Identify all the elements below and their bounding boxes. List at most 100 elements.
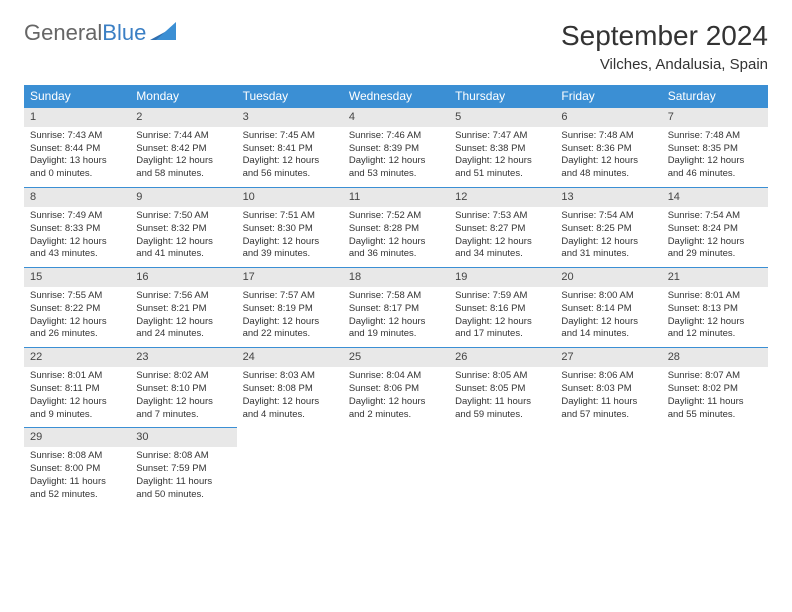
calendar-day-cell: 4Sunrise: 7:46 AMSunset: 8:39 PMDaylight…	[343, 107, 449, 187]
day-number: 22	[24, 347, 130, 367]
weekday-header: Monday	[130, 85, 236, 107]
sunrise-line: Sunrise: 8:08 AM	[136, 450, 230, 463]
sunset-line: Sunset: 8:36 PM	[561, 143, 655, 156]
sunset-line: Sunset: 8:13 PM	[668, 303, 762, 316]
sunset-line: Sunset: 8:10 PM	[136, 383, 230, 396]
calendar-day-cell: 26Sunrise: 8:05 AMSunset: 8:05 PMDayligh…	[449, 347, 555, 427]
day-details: Sunrise: 8:00 AMSunset: 8:14 PMDaylight:…	[555, 287, 661, 347]
sunrise-line: Sunrise: 8:01 AM	[668, 290, 762, 303]
day-details: Sunrise: 8:06 AMSunset: 8:03 PMDaylight:…	[555, 367, 661, 427]
calendar-day-cell: 11Sunrise: 7:52 AMSunset: 8:28 PMDayligh…	[343, 187, 449, 267]
day-number: 19	[449, 267, 555, 287]
daylight-line: Daylight: 12 hours and 36 minutes.	[349, 236, 443, 262]
day-details: Sunrise: 8:01 AMSunset: 8:13 PMDaylight:…	[662, 287, 768, 347]
calendar-day-cell: 9Sunrise: 7:50 AMSunset: 8:32 PMDaylight…	[130, 187, 236, 267]
title-block: September 2024 Vilches, Andalusia, Spain	[561, 20, 768, 73]
daylight-line: Daylight: 12 hours and 17 minutes.	[455, 316, 549, 342]
sunrise-line: Sunrise: 7:53 AM	[455, 210, 549, 223]
calendar-day-cell	[343, 427, 449, 507]
day-details: Sunrise: 7:53 AMSunset: 8:27 PMDaylight:…	[449, 207, 555, 267]
calendar-day-cell	[662, 427, 768, 507]
sunset-line: Sunset: 8:35 PM	[668, 143, 762, 156]
sunset-line: Sunset: 8:00 PM	[30, 463, 124, 476]
day-number: 14	[662, 187, 768, 207]
sunset-line: Sunset: 8:06 PM	[349, 383, 443, 396]
calendar-week-row: 22Sunrise: 8:01 AMSunset: 8:11 PMDayligh…	[24, 347, 768, 427]
daylight-line: Daylight: 12 hours and 51 minutes.	[455, 155, 549, 181]
day-number: 21	[662, 267, 768, 287]
sunset-line: Sunset: 8:38 PM	[455, 143, 549, 156]
sunrise-line: Sunrise: 7:58 AM	[349, 290, 443, 303]
daylight-line: Daylight: 12 hours and 22 minutes.	[243, 316, 337, 342]
day-number: 5	[449, 107, 555, 127]
sunset-line: Sunset: 8:05 PM	[455, 383, 549, 396]
daylight-line: Daylight: 12 hours and 58 minutes.	[136, 155, 230, 181]
sunset-line: Sunset: 8:44 PM	[30, 143, 124, 156]
day-number: 6	[555, 107, 661, 127]
sunrise-line: Sunrise: 7:44 AM	[136, 130, 230, 143]
daylight-line: Daylight: 11 hours and 55 minutes.	[668, 396, 762, 422]
day-details: Sunrise: 7:54 AMSunset: 8:24 PMDaylight:…	[662, 207, 768, 267]
month-title: September 2024	[561, 20, 768, 52]
day-number: 7	[662, 107, 768, 127]
sunrise-line: Sunrise: 7:50 AM	[136, 210, 230, 223]
day-number: 26	[449, 347, 555, 367]
calendar-day-cell	[555, 427, 661, 507]
day-details: Sunrise: 7:54 AMSunset: 8:25 PMDaylight:…	[555, 207, 661, 267]
day-details: Sunrise: 8:08 AMSunset: 8:00 PMDaylight:…	[24, 447, 130, 507]
sunset-line: Sunset: 8:27 PM	[455, 223, 549, 236]
day-number: 11	[343, 187, 449, 207]
daylight-line: Daylight: 12 hours and 39 minutes.	[243, 236, 337, 262]
sunrise-line: Sunrise: 7:59 AM	[455, 290, 549, 303]
day-details: Sunrise: 7:45 AMSunset: 8:41 PMDaylight:…	[237, 127, 343, 187]
sunset-line: Sunset: 8:17 PM	[349, 303, 443, 316]
day-number: 16	[130, 267, 236, 287]
sunrise-line: Sunrise: 7:56 AM	[136, 290, 230, 303]
calendar-day-cell: 5 Sunrise: 7:47 AMSunset: 8:38 PMDaylight…	[449, 107, 555, 187]
calendar-day-cell: 8Sunrise: 7:49 AMSunset: 8:33 PMDaylight…	[24, 187, 130, 267]
calendar-day-cell: 1Sunrise: 7:43 AMSunset: 8:44 PMDaylight…	[24, 107, 130, 187]
sunset-line: Sunset: 8:08 PM	[243, 383, 337, 396]
sunset-line: Sunset: 8:19 PM	[243, 303, 337, 316]
calendar-day-cell: 3Sunrise: 7:45 AMSunset: 8:41 PMDaylight…	[237, 107, 343, 187]
calendar-day-cell	[237, 427, 343, 507]
day-number: 30	[130, 427, 236, 447]
day-details: Sunrise: 7:51 AMSunset: 8:30 PMDaylight:…	[237, 207, 343, 267]
sunset-line: Sunset: 8:11 PM	[30, 383, 124, 396]
day-number: 8	[24, 187, 130, 207]
day-number: 3	[237, 107, 343, 127]
daylight-line: Daylight: 12 hours and 29 minutes.	[668, 236, 762, 262]
sunrise-line: Sunrise: 7:43 AM	[30, 130, 124, 143]
sunrise-line: Sunrise: 7:48 AM	[561, 130, 655, 143]
weekday-header: Tuesday	[237, 85, 343, 107]
day-details: Sunrise: 8:05 AMSunset: 8:05 PMDaylight:…	[449, 367, 555, 427]
sunrise-line: Sunrise: 7:57 AM	[243, 290, 337, 303]
sunrise-line: Sunrise: 7:52 AM	[349, 210, 443, 223]
day-details: Sunrise: 7:43 AMSunset: 8:44 PMDaylight:…	[24, 127, 130, 187]
day-details: Sunrise: 8:02 AMSunset: 8:10 PMDaylight:…	[130, 367, 236, 427]
sunrise-line: Sunrise: 7:47 AM	[455, 130, 549, 143]
sunset-line: Sunset: 8:24 PM	[668, 223, 762, 236]
day-details: Sunrise: 7:59 AMSunset: 8:16 PMDaylight:…	[449, 287, 555, 347]
day-number: 29	[24, 427, 130, 447]
calendar-day-cell: 20Sunrise: 8:00 AMSunset: 8:14 PMDayligh…	[555, 267, 661, 347]
weekday-header: Saturday	[662, 85, 768, 107]
daylight-line: Daylight: 12 hours and 7 minutes.	[136, 396, 230, 422]
daylight-line: Daylight: 12 hours and 34 minutes.	[455, 236, 549, 262]
day-number: 10	[237, 187, 343, 207]
daylight-line: Daylight: 12 hours and 9 minutes.	[30, 396, 124, 422]
weekday-header-row: SundayMondayTuesdayWednesdayThursdayFrid…	[24, 85, 768, 107]
header: GeneralBlue September 2024 Vilches, Anda…	[24, 20, 768, 73]
sunset-line: Sunset: 8:25 PM	[561, 223, 655, 236]
sunset-line: Sunset: 8:03 PM	[561, 383, 655, 396]
brand-part2: Blue	[102, 20, 146, 46]
daylight-line: Daylight: 12 hours and 41 minutes.	[136, 236, 230, 262]
day-number: 27	[555, 347, 661, 367]
sunrise-line: Sunrise: 7:54 AM	[668, 210, 762, 223]
calendar-day-cell: 10Sunrise: 7:51 AMSunset: 8:30 PMDayligh…	[237, 187, 343, 267]
sunrise-line: Sunrise: 8:07 AM	[668, 370, 762, 383]
calendar-day-cell: 25Sunrise: 8:04 AMSunset: 8:06 PMDayligh…	[343, 347, 449, 427]
day-number: 18	[343, 267, 449, 287]
weekday-header: Sunday	[24, 85, 130, 107]
calendar-day-cell: 21Sunrise: 8:01 AMSunset: 8:13 PMDayligh…	[662, 267, 768, 347]
